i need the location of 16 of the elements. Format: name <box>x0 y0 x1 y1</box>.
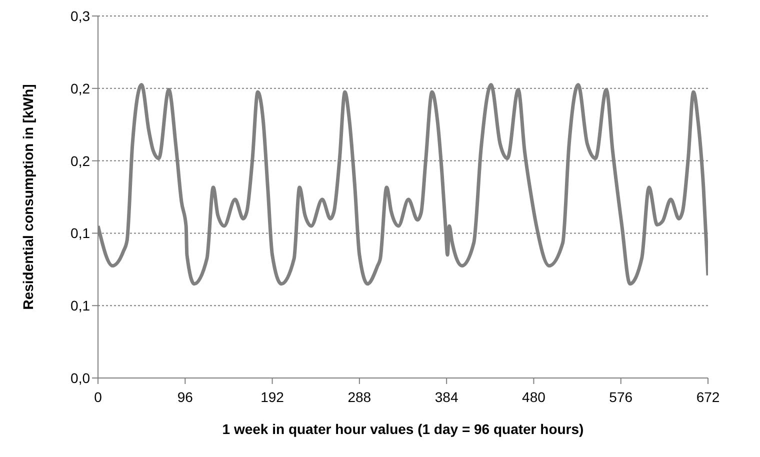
x-tick-label: 96 <box>177 388 194 405</box>
y-axis-title: Residential consumption in [kWh] <box>20 84 36 310</box>
x-tick-label: 288 <box>348 388 372 405</box>
y-tick-label: 0,2 <box>70 80 90 96</box>
y-tick-label: 0,1 <box>70 298 90 314</box>
x-tick-label: 0 <box>94 388 102 405</box>
x-tick-label: 672 <box>696 388 720 405</box>
x-tick-label: 480 <box>522 388 546 405</box>
y-tick-label: 0,1 <box>70 225 90 242</box>
y-tick-label: 0,2 <box>70 152 90 169</box>
y-tick-label: 0,0 <box>70 370 90 386</box>
x-tick-label: 384 <box>434 388 458 405</box>
x-tick-label: 192 <box>260 388 284 405</box>
x-tick-label: 576 <box>609 388 633 405</box>
x-axis-title: 1 week in quater hour values (1 day = 96 quater hours) <box>222 421 584 437</box>
y-tick-label: 0,3 <box>70 8 90 24</box>
